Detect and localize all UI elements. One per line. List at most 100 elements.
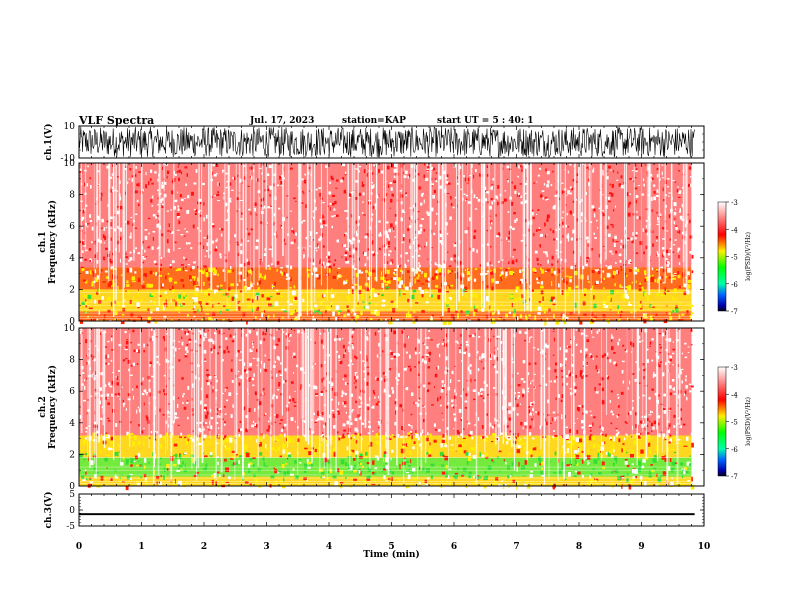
- ch1-spectrogram-speck: [231, 189, 234, 191]
- ch1-spectrogram-speck: [628, 260, 631, 264]
- ch2-spectrogram-speck: [93, 424, 97, 428]
- ch1-spectrogram-speck: [291, 229, 293, 233]
- ch1-spectrogram-speck: [533, 271, 537, 274]
- ch1-spectrogram-speck: [435, 263, 437, 266]
- ch1-spectrogram-speck: [651, 177, 654, 180]
- ch1-spectrogram-lowband-speck: [486, 285, 489, 289]
- ch2-spectrogram-lowband-speck: [582, 459, 584, 464]
- ch1-spectrogram-lowband-speck: [351, 315, 355, 319]
- ch1-spectrogram-speck: [532, 216, 535, 220]
- ch2-spectrogram-speck: [517, 372, 519, 375]
- ch2-spectrogram-speck: [522, 388, 525, 391]
- ch1-spectrogram-speck: [215, 164, 219, 167]
- ch2-spectrogram-speck: [298, 330, 301, 332]
- ch1-spectrogram-speck: [576, 173, 579, 176]
- ch2-spectrogram-speck: [278, 370, 281, 373]
- ch1-spectrogram-speck: [388, 250, 391, 252]
- ch2-spectrogram-speck: [641, 415, 644, 418]
- ch2-spectrogram-speck: [422, 384, 426, 388]
- ch1-spectrogram-stripe: [272, 163, 274, 265]
- ch1-spectrogram-speck: [579, 201, 582, 204]
- ch2-spectrogram-lowband-speck: [626, 451, 628, 454]
- ch1-spectrogram-speck: [269, 185, 272, 190]
- ch1-spectrogram-lowband-speck: [257, 287, 260, 290]
- ch2-spectrogram-speck: [314, 341, 316, 344]
- ch1-spectrogram-speck: [418, 269, 421, 272]
- ch2-spectrogram-speck: [559, 363, 562, 368]
- ch2-spectrogram-lowband-speck: [366, 462, 370, 465]
- ch2-spectrogram-speck: [639, 335, 641, 340]
- ch2-spectrogram-lowband-speck: [353, 436, 355, 439]
- ch1-spectrogram-speck: [168, 249, 170, 253]
- ch1-spectrogram-speck: [295, 200, 297, 202]
- ch2-spectrogram-lowband-speck: [429, 442, 431, 446]
- ch1-spectrogram-lowband-speck: [617, 305, 619, 309]
- ch1-spectrogram-lowband-speck: [108, 281, 113, 286]
- ch2-spectrogram-speck: [374, 331, 377, 336]
- ch2-spectrogram-speck: [464, 407, 467, 409]
- ch2-spectrogram-lowband-speck: [239, 455, 243, 458]
- ch1-spectrogram-speck: [446, 181, 449, 184]
- ch2-spectrogram-speck: [610, 411, 613, 413]
- ch1-spectrogram-speck: [628, 203, 630, 208]
- ch1-spectrogram-lowband-speck: [665, 276, 668, 278]
- ch1-spectrogram-speck: [539, 244, 541, 248]
- ch1-spectrogram-lowband-speck: [472, 293, 476, 297]
- ch2-spectrogram-speck: [394, 401, 398, 405]
- ch1-spectrogram-speck: [537, 209, 540, 211]
- ch2-spectrogram-speck: [104, 355, 107, 359]
- ch1-spectrogram-lowband-speck: [687, 284, 691, 289]
- ch2-spectrogram-speck: [263, 362, 266, 367]
- ch1-spectrogram-stripe: [564, 163, 566, 321]
- ch1-spectrogram-speck: [389, 262, 393, 265]
- ch2-spectrogram-lowband-speck: [80, 449, 85, 452]
- ch2-spectrogram-speck: [208, 338, 211, 342]
- ch2-spectrogram-lowband-speck: [650, 464, 653, 466]
- ch2-spectrogram-lowband-speck: [480, 476, 482, 479]
- ch1-spectrogram-speck: [371, 240, 374, 244]
- ch1-spectrogram-speck: [593, 167, 595, 171]
- ch1-spectrogram-lowband-speck: [649, 315, 654, 321]
- ch1-spectrogram-speck: [371, 251, 374, 254]
- ch2-spectrogram-lowband-speck: [568, 445, 572, 449]
- ch1-spectrogram-speck: [673, 244, 676, 246]
- ch1-spectrogram-speck: [91, 226, 94, 231]
- ch1-spectrogram-lowband-speck: [236, 283, 239, 286]
- ch2-spectrogram-speck: [100, 372, 103, 376]
- ch2-spectrogram-speck: [683, 393, 685, 397]
- ch1-spectrogram-lowband-speck: [528, 296, 531, 298]
- ch2-spectrogram-speck: [205, 394, 209, 399]
- ch2-spectrogram-lowband-speck: [484, 471, 487, 474]
- ch2-spectrogram-speck: [108, 382, 111, 386]
- ch2-spectrogram-lowband-speck: [507, 465, 511, 470]
- ch1-spectrogram-lowband-speck: [196, 302, 199, 305]
- ch1-spectrogram-speck: [631, 170, 634, 172]
- ch1-spectrogram-speck: [474, 208, 478, 210]
- ch2-spectrogram-speck: [681, 380, 683, 384]
- ch2-spectrogram-speck: [225, 387, 228, 389]
- ch2-spectrogram-speck: [632, 407, 634, 410]
- ch2-spectrogram-speck: [315, 385, 318, 390]
- ch1-spectrogram-speck: [608, 216, 610, 220]
- ch2-spectrogram-speck: [481, 355, 483, 359]
- ch2-spectrogram-speck: [292, 398, 295, 402]
- ch1-spectrogram-lowband-speck: [254, 316, 257, 319]
- ch1-spectrogram-lowband-speck: [152, 272, 155, 275]
- ch1-spectrogram-lowband-speck: [335, 305, 340, 310]
- ch1-spectrogram-speck: [423, 174, 426, 179]
- ch2-spectrogram-speck: [657, 415, 661, 419]
- ch1-spectrogram-lowband-speck: [652, 316, 655, 318]
- ch2-spectrogram-speck: [141, 430, 144, 434]
- ch2-spectrogram-speck: [480, 388, 482, 392]
- ch1-ylabel: ch.1(V): [43, 124, 54, 161]
- ch2-spectrogram-speck: [110, 436, 113, 441]
- ch1-spectrogram-lowband-speck: [519, 281, 522, 285]
- ch1-spectrogram-lowband-speck: [191, 297, 195, 300]
- ch2-spectrogram-lowband-speck: [468, 474, 472, 479]
- ch1-spectrogram-lowband-speck: [120, 274, 123, 276]
- ch2-spectrogram-speck: [331, 409, 335, 412]
- ch2-spectrogram-speck: [420, 355, 424, 358]
- ch2-spectrogram-speck: [554, 418, 556, 422]
- ch2-spectrogram-speck: [186, 350, 189, 353]
- ch2-spectrogram-lowband-speck: [647, 434, 650, 440]
